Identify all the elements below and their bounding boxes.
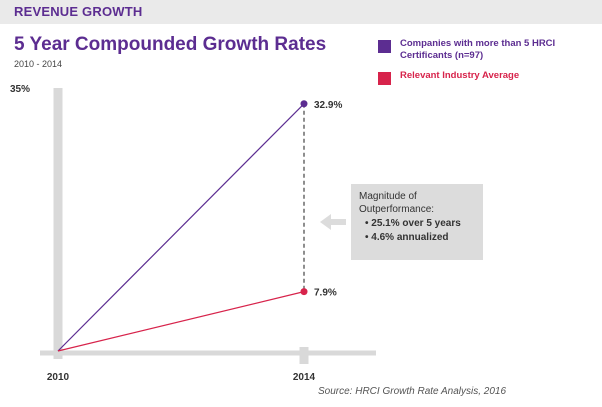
source-note: Source: HRCI Growth Rate Analysis, 2016 — [318, 386, 507, 397]
callout-bullet-5yr: 25.1% over 5 years — [365, 217, 475, 230]
series-line-industry — [57, 291, 305, 352]
x-tick-label-2010: 2010 — [47, 372, 70, 383]
legend-swatch-industry — [378, 72, 391, 85]
outperformance-callout: Magnitude of Outperformance: 25.1% over … — [351, 184, 483, 260]
callout-heading: Magnitude of Outperformance: — [359, 191, 435, 215]
legend-label-industry: Relevant Industry Average — [400, 70, 520, 81]
x-tick-label-2014: 2014 — [293, 372, 316, 383]
chart-title: 5 Year Compounded Growth Rates — [14, 34, 327, 55]
data-point-hrci-2014 — [300, 100, 308, 108]
chart-subtitle: 2010 - 2014 — [14, 59, 63, 69]
section-label: REVENUE GROWTH — [14, 4, 143, 19]
data-label-industry-2014: 7.9% — [314, 288, 337, 299]
legend: Companies with more than 5 HRCI Certific… — [378, 38, 598, 90]
legend-swatch-hrci — [378, 40, 391, 53]
legend-label-hrci: Companies with more than 5 HRCI Certific… — [400, 38, 556, 61]
data-label-hrci-2014: 32.9% — [314, 100, 342, 111]
section-header: REVENUE GROWTH — [0, 0, 602, 24]
legend-item-hrci: Companies with more than 5 HRCI Certific… — [378, 38, 598, 62]
series-line-hrci — [57, 103, 305, 352]
y-tick-label-35: 35% — [10, 84, 30, 95]
callout-bullet-annualized: 4.6% annualized — [365, 231, 475, 244]
legend-item-industry: Relevant Industry Average — [378, 70, 598, 85]
data-point-industry-2014 — [300, 288, 308, 296]
callout-arrow-icon — [320, 214, 346, 230]
